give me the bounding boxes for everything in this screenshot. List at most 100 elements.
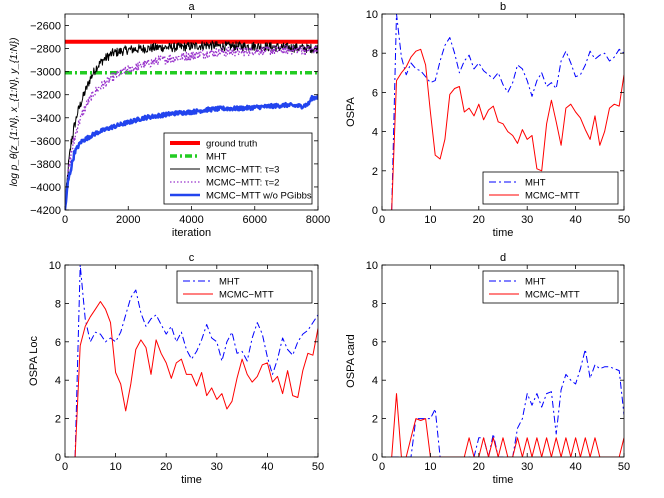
x-tick-label: 40 — [569, 214, 581, 226]
x-tick-label: 0 — [379, 461, 385, 473]
x-tick-label: 50 — [618, 214, 630, 226]
x-tick-label: 50 — [618, 461, 630, 473]
legend: MHT MCMC−MTT — [482, 171, 619, 205]
series-group — [391, 14, 624, 210]
y-tick-label: 6 — [372, 337, 378, 349]
y-tick-label: 0 — [55, 452, 61, 464]
y-axis-label: log p_θ(z_{1:N}, x_{1:N}, y_{1:N}) — [9, 38, 20, 187]
y-tick-label: 2 — [55, 414, 61, 426]
x-tick-label: 0 — [62, 461, 68, 473]
y-tick-label: −2600 — [30, 21, 61, 33]
y-tick-label: 8 — [55, 298, 61, 310]
panel-title: c — [189, 252, 195, 264]
x-tick-label: 30 — [211, 461, 223, 473]
series-group — [391, 349, 624, 457]
y-tick-label: −4200 — [30, 205, 61, 217]
y-tick-label: −3800 — [30, 159, 61, 171]
series-group — [74, 265, 318, 457]
axes-box — [381, 13, 625, 211]
x-tick-label: 8000 — [306, 214, 330, 226]
axes-box — [64, 264, 319, 458]
y-tick-label: 4 — [372, 127, 378, 139]
x-tick-label: 10 — [109, 461, 121, 473]
axes-box — [381, 264, 625, 458]
y-axis-label: OSPA card — [345, 334, 357, 388]
y-tick-label: 4 — [372, 375, 378, 387]
y-tick-label: 4 — [55, 375, 61, 387]
x-tick-label: 20 — [473, 214, 485, 226]
y-tick-label: −3200 — [30, 90, 61, 102]
legend: ground truth MHT MCMC−MTT: τ=3 MCMC−MTT: τ=… — [163, 132, 313, 205]
y-tick-label: −3600 — [30, 136, 61, 148]
y-tick-label: 6 — [372, 87, 378, 99]
legend-box — [482, 171, 619, 205]
legend-label: MHT — [525, 277, 546, 288]
x-tick-label: 30 — [521, 461, 533, 473]
x-axis-label: time — [181, 474, 202, 486]
x-tick-label: 0 — [379, 214, 385, 226]
x-tick-label: 40 — [569, 461, 581, 473]
x-tick-label: 10 — [424, 461, 436, 473]
legend: MHT MCMC−MTT — [482, 270, 619, 304]
series-line — [391, 48, 624, 210]
x-axis-label: time — [493, 227, 514, 239]
y-tick-label: −2800 — [30, 44, 61, 56]
legend-label: MCMC−MTT: τ=3 — [206, 165, 279, 176]
y-tick-label: 2 — [372, 414, 378, 426]
x-axis-label: iteration — [172, 227, 211, 239]
legend-label: MCMC−MTT — [219, 290, 274, 301]
x-tick-label: 10 — [424, 214, 436, 226]
x-tick-label: 20 — [160, 461, 172, 473]
series-group — [65, 39, 318, 210]
x-tick-label: 20 — [473, 461, 485, 473]
y-axis-label: OSPA Loc — [28, 336, 40, 386]
panel-title: a — [188, 1, 195, 13]
panel-d: d 0 10 20 30 40 50 0 2 4 6 8 10 time OSPA card MHT MCMC−… — [345, 252, 630, 486]
panel-b: b 0 10 20 30 40 50 0 2 4 6 8 10 time OSPA MHT MCMC−MTT — [345, 1, 630, 239]
legend-label: MHT — [206, 152, 227, 163]
legend-label: MHT — [525, 178, 546, 189]
y-tick-label: 0 — [372, 452, 378, 464]
y-tick-label: 8 — [372, 48, 378, 60]
y-tick-label: 10 — [366, 9, 378, 21]
y-tick-label: 6 — [55, 337, 61, 349]
x-axis-label: time — [493, 474, 514, 486]
x-tick-label: 2000 — [116, 214, 140, 226]
x-tick-label: 30 — [521, 214, 533, 226]
x-tick-label: 6000 — [243, 214, 267, 226]
legend-box — [482, 270, 619, 304]
series-line — [391, 393, 624, 457]
series-line — [65, 94, 318, 210]
y-tick-label: −3000 — [30, 67, 61, 79]
x-tick-label: 4000 — [179, 214, 203, 226]
panel-a: a 0 2000 4000 6000 8000 −4200 −4000 −3800 −3600 −3… — [9, 1, 330, 239]
y-axis-label: OSPA — [345, 96, 357, 126]
x-tick-label: 50 — [312, 461, 324, 473]
x-tick-label: 40 — [261, 461, 273, 473]
series-line — [65, 40, 318, 209]
series-line — [391, 349, 624, 457]
legend-label: ground truth — [206, 139, 257, 150]
y-tick-label: −4000 — [30, 182, 61, 194]
panel-title: b — [500, 1, 506, 13]
legend-label: MCMC−MTT: τ=2 — [206, 178, 279, 189]
y-tick-label: 10 — [49, 260, 61, 272]
panel-title: d — [500, 252, 506, 264]
y-tick-label: 2 — [372, 166, 378, 178]
legend-label: MCMC−MTT w/o PGibbs — [206, 191, 312, 202]
y-tick-label: 10 — [366, 260, 378, 272]
legend-box — [176, 270, 313, 304]
series-line — [74, 301, 318, 457]
x-tick-label: 0 — [62, 214, 68, 226]
y-tick-label: −3400 — [30, 113, 61, 125]
legend-label: MCMC−MTT — [525, 290, 580, 301]
legend-label: MHT — [219, 277, 240, 288]
legend: MHT MCMC−MTT — [176, 270, 313, 304]
series-line — [74, 265, 318, 457]
series-line — [391, 14, 624, 210]
y-tick-label: 8 — [372, 298, 378, 310]
legend-label: MCMC−MTT — [525, 191, 580, 202]
series-line — [65, 44, 318, 210]
panel-c: c 0 10 20 30 40 50 0 2 4 6 8 10 time OSPA Loc MHT MCMC−M… — [28, 252, 324, 486]
